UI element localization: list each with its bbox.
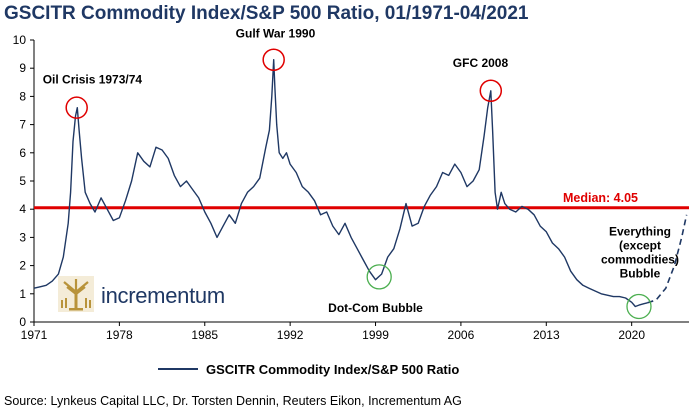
peak-marker-circle — [65, 96, 88, 119]
legend-label: GSCITR Commodity Index/S&P 500 Ratio — [206, 362, 459, 377]
y-tick-label: 6 — [19, 146, 26, 160]
y-tick-label: 1 — [19, 287, 26, 301]
y-tick-label: 9 — [19, 61, 26, 75]
annotation-label: Oil Crisis 1973/74 — [43, 73, 143, 87]
annotation-label: GFC 2008 — [453, 56, 509, 70]
annotations-group: Oil Crisis 1973/74 Gulf War 1990 GFC 2008 D… — [43, 27, 679, 320]
trough-marker-circle — [626, 293, 652, 320]
y-tick-label: 0 — [19, 315, 26, 329]
annotation-label-line: Everything — [609, 224, 671, 238]
y-tick-label: 4 — [19, 202, 26, 216]
x-tick-label: 1992 — [277, 328, 304, 342]
y-tick-label: 7 — [19, 118, 26, 132]
annotation-label-line: commodities) — [601, 252, 679, 266]
x-tick-label: 2020 — [618, 328, 645, 342]
chart-title: GSCITR Commodity Index/S&P 500 Ratio, 01… — [4, 3, 529, 24]
annotation-label: Dot-Com Bubble — [328, 301, 423, 315]
trough-marker-circle — [366, 264, 392, 290]
annotation-label-line: (except — [619, 238, 661, 252]
y-tick-label: 10 — [13, 33, 27, 47]
x-tick-label: 1999 — [362, 328, 389, 342]
peak-marker-circle — [262, 48, 285, 71]
tree-logo-icon — [58, 276, 94, 312]
projection-line — [647, 214, 688, 304]
x-tick-label: 1971 — [21, 328, 48, 342]
median-line-group: Median: 4.05 — [34, 191, 689, 210]
chart-axes: 0 1 2 3 4 5 6 7 8 9 10 1971 1978 1985 1992 1999 2006 2013… — [13, 33, 689, 342]
ratio-series-line — [33, 59, 648, 308]
median-label: Median: 4.05 — [563, 191, 638, 205]
x-tick-label: 1985 — [191, 328, 218, 342]
annotation-label: Gulf War 1990 — [236, 27, 316, 41]
annotation-label-line: Bubble — [620, 266, 661, 280]
y-tick-label: 2 — [19, 259, 26, 273]
source-note: Source: Lynkeus Capital LLC, Dr. Torsten… — [4, 394, 462, 408]
peak-marker-circle — [479, 79, 503, 103]
x-tick-label: 2013 — [533, 328, 560, 342]
series-group — [33, 59, 688, 308]
x-tick-label: 2006 — [448, 328, 475, 342]
y-tick-label: 8 — [19, 89, 26, 103]
x-tick-label: 1978 — [106, 328, 133, 342]
y-tick-label: 3 — [19, 230, 26, 244]
logo-text: incrementum — [101, 283, 225, 308]
y-tick-label: 5 — [19, 174, 26, 188]
